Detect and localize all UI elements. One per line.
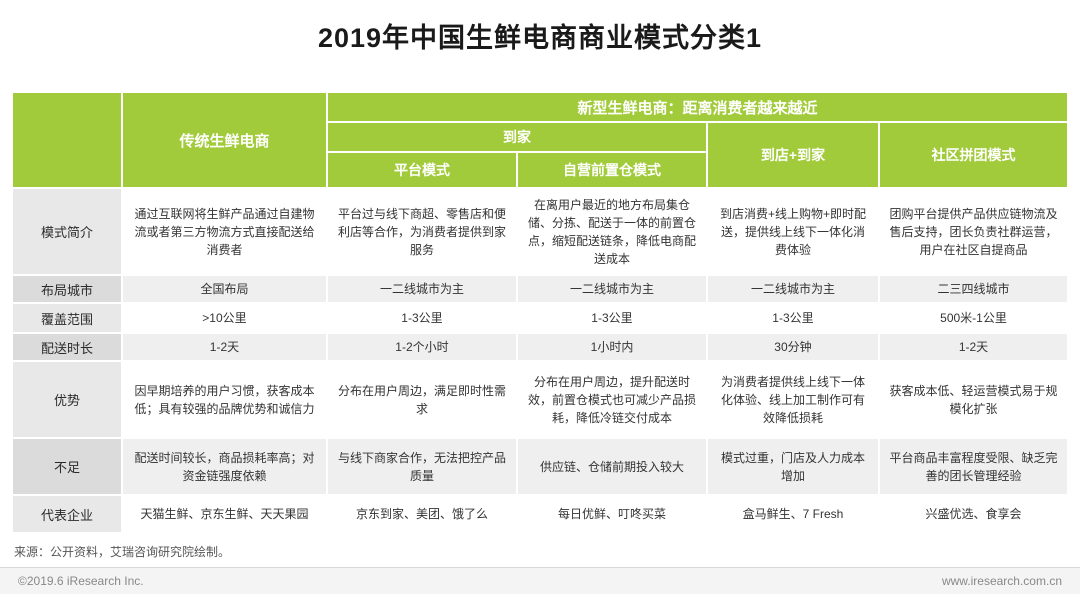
- row-label: 配送时长: [10, 332, 123, 362]
- row-label: 优势: [10, 360, 123, 439]
- footer-url: www.iresearch.com.cn: [941, 574, 1062, 588]
- header-store-plus-home: 到店+到家: [705, 121, 880, 189]
- table-cell: 平台过与线下商超、零售店和便利店等合作，为消费者提供到家服务: [325, 187, 518, 276]
- table-cell: 1-2个小时: [325, 332, 518, 362]
- table-cell: 1-2天: [877, 332, 1070, 362]
- table-cell: 团购平台提供产品供应链物流及售后支持，团长负责社群运营，用户在社区自提商品: [877, 187, 1070, 276]
- table-row-coverage: 覆盖范围 >10公里 1-3公里 1-3公里 1-3公里 500米-1公里: [10, 302, 1070, 334]
- row-label: 布局城市: [10, 274, 123, 304]
- header-front-warehouse-model: 自营前置仓模式: [515, 151, 708, 189]
- table-row-delivery-time: 配送时长 1-2天 1-2个小时 1小时内 30分钟 1-2天: [10, 332, 1070, 362]
- table-cell: 一二线城市为主: [705, 274, 880, 304]
- table-cell: 配送时间较长，商品损耗率高；对资金链强度依赖: [120, 437, 328, 496]
- table-cell: 京东到家、美团、饿了么: [325, 494, 518, 534]
- table-cell: 平台商品丰富程度受限、缺乏完善的团长管理经验: [877, 437, 1070, 496]
- table-cell: 兴盛优选、食享会: [877, 494, 1070, 534]
- table-row-advantages: 优势 因早期培养的用户习惯，获客成本低；具有较强的品牌优势和诚信力 分布在用户周…: [10, 360, 1070, 439]
- header-platform-model: 平台模式: [325, 151, 518, 189]
- row-label: 模式简介: [10, 187, 123, 276]
- table-cell: 分布在用户周边，满足即时性需求: [325, 360, 518, 439]
- table-cell: 与线下商家合作，无法把控产品质量: [325, 437, 518, 496]
- table-cell: 全国布局: [120, 274, 328, 304]
- table-row-model-intro: 模式简介 通过互联网将生鲜产品通过自建物流或者第三方物流方式直接配送给消费者 平…: [10, 187, 1070, 276]
- table-cell: 一二线城市为主: [515, 274, 708, 304]
- table-cell: 1-3公里: [515, 302, 708, 334]
- table-cell: 为消费者提供线上线下一体化体验、线上加工制作可有效降低损耗: [705, 360, 880, 439]
- row-label: 覆盖范围: [10, 302, 123, 334]
- table-cell: 盒马鲜生、7 Fresh: [705, 494, 880, 534]
- table-cell: 因早期培养的用户习惯，获客成本低；具有较强的品牌优势和诚信力: [120, 360, 328, 439]
- table-cell: 到店消费+线上购物+即时配送，提供线上线下一体化消费体验: [705, 187, 880, 276]
- header-community-group-buy: 社区拼团模式: [877, 121, 1070, 189]
- table-row-companies: 代表企业 天猫生鲜、京东生鲜、天天果园 京东到家、美团、饿了么 每日优鲜、叮咚买…: [10, 494, 1070, 534]
- table-cell: 1-2天: [120, 332, 328, 362]
- table-cell: 获客成本低、轻运营模式易于规模化扩张: [877, 360, 1070, 439]
- row-label: 不足: [10, 437, 123, 496]
- table-cell: 模式过重，门店及人力成本增加: [705, 437, 880, 496]
- table-cell: >10公里: [120, 302, 328, 334]
- table-cell: 每日优鲜、叮咚买菜: [515, 494, 708, 534]
- header-traditional: 传统生鲜电商: [120, 91, 328, 189]
- table-cell: 通过互联网将生鲜产品通过自建物流或者第三方物流方式直接配送给消费者: [120, 187, 328, 276]
- table-cell: 1-3公里: [325, 302, 518, 334]
- footer-copyright: ©2019.6 iResearch Inc.: [18, 574, 144, 588]
- table-cell: 天猫生鲜、京东生鲜、天天果园: [120, 494, 328, 534]
- source-note: 来源：公开资料，艾瑞咨询研究院绘制。: [14, 545, 231, 559]
- table-cell: 一二线城市为主: [325, 274, 518, 304]
- corner-cell: [10, 91, 123, 189]
- table-cell: 500米-1公里: [877, 302, 1070, 334]
- header-daojia: 到家: [325, 121, 708, 153]
- page-title: 2019年中国生鲜电商商业模式分类1: [317, 23, 763, 53]
- table-cell: 分布在用户周边，提升配送时效，前置仓模式也可减少产品损耗，降低冷链交付成本: [515, 360, 708, 439]
- row-label: 代表企业: [10, 494, 123, 534]
- table-cell: 在离用户最近的地方布局集仓储、分拣、配送于一体的前置仓点，缩短配送链条，降低电商…: [515, 187, 708, 276]
- business-model-table: 传统生鲜电商 新型生鲜电商：距离消费者越来越近 到家 到店+到家 社区拼团模式 …: [10, 91, 1070, 534]
- footer-bar: ©2019.6 iResearch Inc. www.iresearch.com…: [0, 567, 1080, 594]
- table-cell: 1小时内: [515, 332, 708, 362]
- table-row-disadvantages: 不足 配送时间较长，商品损耗率高；对资金链强度依赖 与线下商家合作，无法把控产品…: [10, 437, 1070, 496]
- table-row-cities: 布局城市 全国布局 一二线城市为主 一二线城市为主 一二线城市为主 二三四线城市: [10, 274, 1070, 304]
- table-cell: 1-3公里: [705, 302, 880, 334]
- table-cell: 二三四线城市: [877, 274, 1070, 304]
- table-cell: 供应链、仓储前期投入较大: [515, 437, 708, 496]
- header-new-fresh-group: 新型生鲜电商：距离消费者越来越近: [325, 91, 1070, 123]
- table-cell: 30分钟: [705, 332, 880, 362]
